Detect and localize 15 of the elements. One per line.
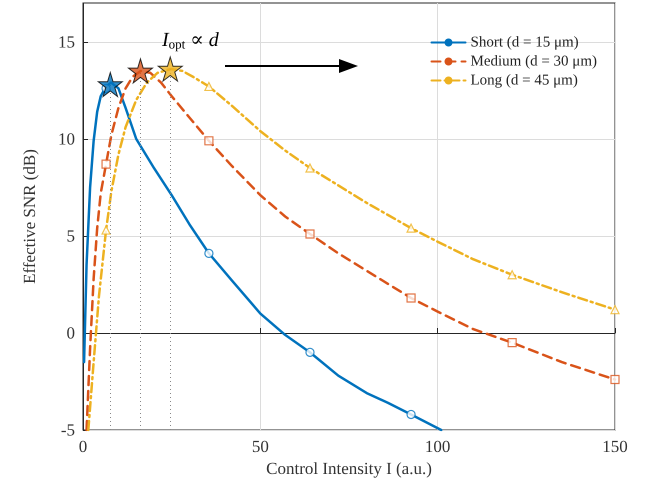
legend-label: Long (d = 45 μm) xyxy=(470,72,578,88)
y-axis-title: Effective SNR (dB) xyxy=(20,149,39,284)
legend-label: Short (d = 15 μm) xyxy=(470,34,579,50)
x-tick-label: 150 xyxy=(602,437,628,456)
y-tick-label: 0 xyxy=(66,323,75,342)
legend-label: Medium (d = 30 μm) xyxy=(470,54,598,70)
y-tick-label: 10 xyxy=(58,129,75,148)
y-tick-label: 5 xyxy=(66,226,75,246)
x-axis-title: Control Intensity I (a.u.) xyxy=(266,459,432,478)
x-tick-label: 100 xyxy=(424,437,450,456)
x-tick-label: 0 xyxy=(78,437,88,456)
annotation: Iopt ∝ d xyxy=(161,29,220,52)
x-tick-label: 50 xyxy=(252,437,269,456)
y-tick-label: 15 xyxy=(58,32,75,52)
y-tick-label: -5 xyxy=(60,420,75,440)
